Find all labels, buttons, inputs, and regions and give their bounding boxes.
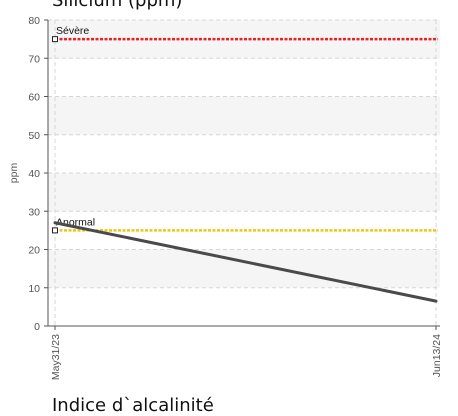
x-tick-label: Jun13/24 [431,334,443,377]
y-tick-label: 50 [28,130,40,142]
y-axis-label: ppm [8,163,20,184]
alternating-bands [48,20,440,288]
next-chart-title: Indice d`alcalinité [52,395,214,416]
y-tick-label: 20 [28,245,40,257]
gridlines [48,19,440,326]
y-tick-label: 60 [28,92,40,104]
grid-band [48,96,440,135]
threshold-marker [52,36,58,43]
chart-title: Silicium (ppm) [52,0,183,11]
chart: 0 10 20 30 40 50 60 70 80 May31/23 Jun13/24 Sévèr… [8,15,443,380]
threshold-label: Sévère [56,25,89,37]
axes [44,19,440,330]
y-tick-label: 10 [28,283,40,295]
threshold-marker [52,227,58,234]
grid-band [48,249,440,288]
x-ticks: May31/23 Jun13/24 [50,334,443,380]
grid-band [48,173,440,212]
series-lines [53,221,438,303]
y-tick-label: 30 [28,206,40,218]
series-line [53,221,438,303]
x-tick-label: May31/23 [50,334,62,380]
y-ticks: 0 10 20 30 40 50 60 70 80 [28,15,40,333]
y-tick-label: 70 [28,53,40,65]
y-tick-label: 80 [28,15,40,27]
y-tick-label: 0 [34,321,40,333]
y-tick-label: 40 [28,168,40,180]
